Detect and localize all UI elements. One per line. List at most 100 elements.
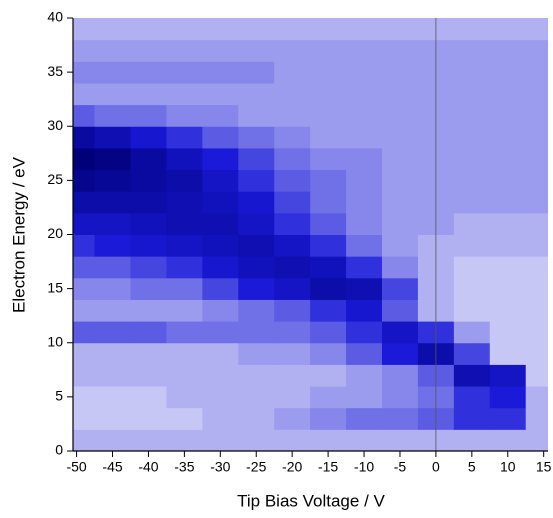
heat-cell	[346, 104, 383, 127]
heat-cell	[382, 191, 419, 214]
heat-cell	[274, 429, 311, 451]
heat-cell	[274, 364, 311, 387]
heat-cell	[166, 104, 203, 127]
heat-cell	[310, 407, 347, 430]
heat-cell	[453, 256, 491, 279]
heat-cell	[238, 364, 275, 387]
heat-cell	[166, 234, 203, 257]
heat-cell	[94, 407, 131, 430]
heat-cell	[274, 191, 311, 214]
heat-cell	[73, 277, 96, 300]
heat-cell	[130, 104, 167, 127]
heat-cell	[130, 407, 167, 430]
heat-cell	[130, 169, 167, 192]
heat-cell	[202, 234, 239, 257]
heat-cell	[94, 342, 131, 365]
heat-cell	[310, 256, 347, 279]
heat-cell	[382, 212, 419, 235]
x-tick-label: -20	[282, 459, 302, 475]
heat-cell	[310, 191, 347, 214]
heat-cell	[489, 104, 527, 127]
heat-cell	[382, 429, 419, 451]
heat-cell	[274, 234, 311, 257]
heat-cell	[489, 61, 527, 84]
heat-cell	[525, 18, 548, 41]
x-tick-label: 15	[536, 459, 552, 475]
heat-cell	[166, 386, 203, 409]
heat-cell	[202, 256, 239, 279]
y-tick-label: 25	[47, 171, 63, 187]
heat-cell	[489, 277, 527, 300]
heat-cell	[310, 342, 347, 365]
heat-cell	[166, 342, 203, 365]
heat-cell	[130, 147, 167, 171]
heat-cell	[310, 364, 347, 387]
y-tick-label: 15	[47, 279, 63, 295]
heat-cell	[382, 169, 419, 192]
heat-cell	[525, 39, 548, 62]
heat-cell	[489, 299, 527, 322]
heat-cell	[346, 212, 383, 235]
heat-cell	[489, 39, 527, 62]
heat-cell	[73, 429, 96, 451]
heat-cell	[130, 364, 167, 387]
y-tick-label: 0	[55, 442, 63, 458]
heat-cell	[453, 61, 491, 84]
heat-cell	[346, 429, 383, 451]
heat-cell	[166, 191, 203, 214]
heat-cell	[94, 364, 131, 387]
heat-cell	[525, 299, 548, 322]
heat-cell	[525, 169, 548, 192]
heat-cell	[310, 39, 347, 62]
heat-cell	[453, 82, 491, 106]
heat-cell	[489, 191, 527, 214]
heat-cell	[238, 407, 275, 430]
heat-cell	[453, 386, 491, 409]
heat-cell	[238, 212, 275, 235]
heat-cell	[453, 191, 491, 214]
heat-cell	[453, 234, 491, 257]
heat-cell	[202, 407, 239, 430]
heat-cell	[525, 364, 548, 387]
heat-cell	[166, 169, 203, 192]
heat-cell	[274, 342, 311, 365]
heat-cell	[202, 169, 239, 192]
heat-cell	[202, 39, 239, 62]
heat-cell	[346, 61, 383, 84]
heat-cell	[238, 429, 275, 451]
heat-cell	[202, 61, 239, 84]
heat-cell	[238, 18, 275, 41]
heat-cell	[382, 299, 419, 322]
heat-cell	[73, 82, 96, 106]
heat-cell	[238, 256, 275, 279]
heat-cell	[346, 277, 383, 300]
x-tick-label: -40	[138, 459, 158, 475]
y-tick-label: 35	[47, 63, 63, 79]
heat-cell	[310, 18, 347, 41]
heat-cell	[130, 61, 167, 84]
heat-cell	[453, 407, 491, 430]
heat-cell	[274, 407, 311, 430]
y-tick-label: 10	[47, 333, 63, 349]
heat-cell	[130, 126, 167, 149]
y-tick-label: 5	[55, 388, 63, 404]
heat-cell	[453, 147, 491, 171]
y-tick-label: 40	[47, 9, 63, 25]
heat-cell	[202, 191, 239, 214]
heat-cell	[202, 299, 239, 322]
heat-cell	[238, 386, 275, 409]
heat-cell	[274, 39, 311, 62]
heat-cell	[310, 212, 347, 235]
heat-cell	[382, 386, 419, 409]
heat-cell	[453, 169, 491, 192]
heat-cell	[94, 104, 131, 127]
heat-cell	[238, 277, 275, 300]
heat-cell	[525, 82, 548, 106]
heat-cell	[166, 61, 203, 84]
heat-cell	[525, 191, 548, 214]
heat-cell	[73, 61, 96, 84]
heat-cell	[238, 169, 275, 192]
x-tick-label: -35	[174, 459, 194, 475]
heat-cell	[274, 277, 311, 300]
heat-cell	[166, 277, 203, 300]
